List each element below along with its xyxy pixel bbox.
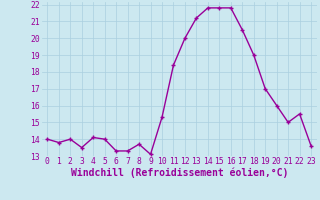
X-axis label: Windchill (Refroidissement éolien,°C): Windchill (Refroidissement éolien,°C) <box>70 168 288 178</box>
